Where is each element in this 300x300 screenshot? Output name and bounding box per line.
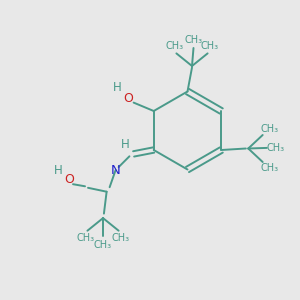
Text: CH₃: CH₃ (266, 143, 284, 153)
Text: N: N (111, 164, 121, 177)
Text: O: O (64, 173, 74, 186)
Text: CH₃: CH₃ (260, 163, 278, 173)
Text: H: H (121, 138, 130, 152)
Text: H: H (112, 81, 121, 94)
Text: CH₃: CH₃ (111, 233, 130, 243)
Text: CH₃: CH₃ (260, 124, 278, 134)
Text: CH₃: CH₃ (184, 35, 202, 45)
Text: CH₃: CH₃ (94, 240, 112, 250)
Text: CH₃: CH₃ (166, 41, 184, 51)
Text: CH₃: CH₃ (76, 233, 95, 243)
Text: H: H (54, 164, 62, 177)
Text: O: O (123, 92, 133, 105)
Text: CH₃: CH₃ (200, 41, 218, 51)
